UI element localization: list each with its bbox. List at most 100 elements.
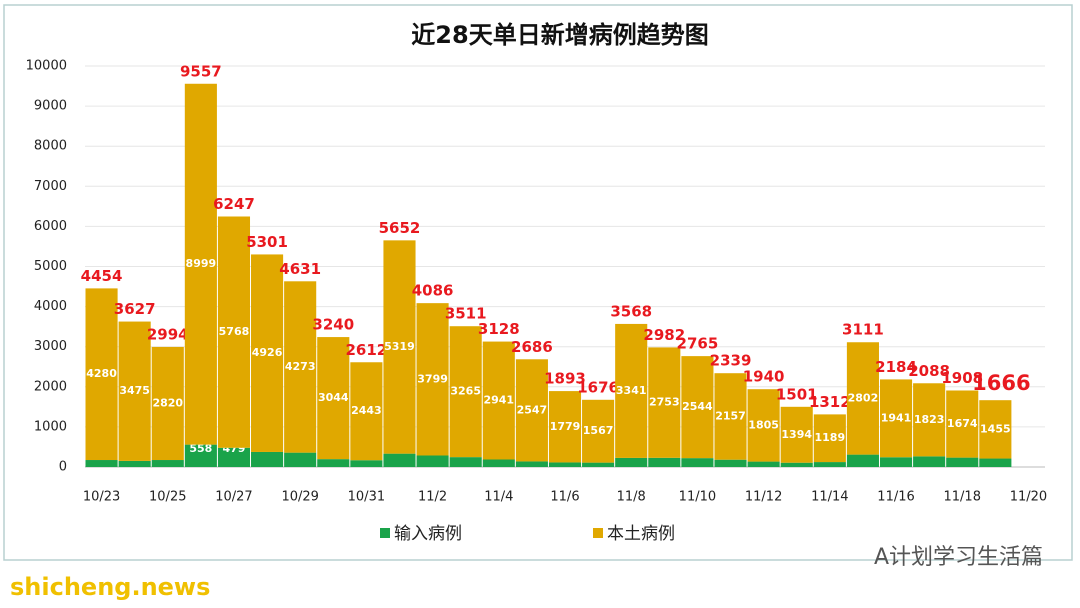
bar-segment xyxy=(747,461,780,467)
total-label: 3128 xyxy=(478,320,520,338)
bar-segment xyxy=(548,391,582,463)
x-tick-label: 10/27 xyxy=(215,490,252,505)
segment-label: 2544 xyxy=(682,400,713,413)
x-tick-label: 11/10 xyxy=(679,490,716,505)
bar-segment xyxy=(184,83,217,445)
y-tick-label: 7000 xyxy=(34,179,67,194)
bar-segment xyxy=(151,460,184,467)
bar-segment xyxy=(648,347,681,458)
total-label: 6247 xyxy=(213,195,255,213)
total-label: 9557 xyxy=(180,62,222,80)
x-tick-label: 11/8 xyxy=(617,490,646,505)
x-tick-label: 11/20 xyxy=(1010,490,1047,505)
segment-label: 1674 xyxy=(947,417,978,430)
bar-segment xyxy=(284,452,317,467)
bar-segment xyxy=(118,321,151,461)
bar-segment xyxy=(383,240,416,454)
segment-label: 5768 xyxy=(219,325,250,338)
y-tick-label: 4000 xyxy=(34,299,67,314)
bar-segment xyxy=(582,399,615,463)
bar-segment xyxy=(913,456,946,467)
bar-segment xyxy=(515,359,548,462)
y-tick-label: 3000 xyxy=(34,339,67,354)
total-label: 3240 xyxy=(312,316,354,334)
x-tick-label: 11/16 xyxy=(877,490,914,505)
segment-label: 4280 xyxy=(86,367,117,380)
total-label: 5652 xyxy=(379,219,421,237)
x-tick-label: 11/18 xyxy=(944,490,981,505)
total-label: 3111 xyxy=(842,321,884,339)
bar-segment xyxy=(780,406,813,463)
total-label: 2612 xyxy=(346,341,388,359)
bar-segment xyxy=(582,462,615,467)
segment-label: 1455 xyxy=(980,422,1011,435)
segment-label: 558 xyxy=(189,442,212,455)
x-tick-label: 10/31 xyxy=(348,490,385,505)
bar-segment xyxy=(979,458,1012,467)
bar-segment xyxy=(317,459,350,467)
bar-segment xyxy=(449,326,482,458)
bar-segment xyxy=(648,457,681,467)
segment-label: 2802 xyxy=(848,391,879,404)
total-label: 1312 xyxy=(809,393,851,411)
y-tick-label: 0 xyxy=(59,460,67,475)
bar-segment xyxy=(913,383,946,457)
total-label: 1676 xyxy=(577,378,619,396)
total-label: 1893 xyxy=(544,370,586,388)
total-label: 4086 xyxy=(412,282,454,300)
total-label: 3568 xyxy=(610,302,652,320)
x-tick-label: 11/6 xyxy=(550,490,579,505)
total-label: 4454 xyxy=(81,267,123,285)
bar-segment xyxy=(383,453,416,467)
bar-segment xyxy=(217,447,251,467)
x-tick-label: 10/23 xyxy=(83,490,120,505)
watermark: A计划学习生活篇 xyxy=(874,545,1043,570)
bar-segment xyxy=(350,460,383,467)
bar-segment xyxy=(251,451,284,467)
bar-segment xyxy=(548,462,582,467)
total-label: 2765 xyxy=(677,335,719,353)
bar-segment xyxy=(714,459,747,467)
chart-frame xyxy=(3,4,1073,561)
bar-segment xyxy=(846,454,879,467)
total-label: 1940 xyxy=(743,368,785,386)
bar-segment xyxy=(813,414,846,463)
x-tick-label: 11/2 xyxy=(418,490,447,505)
bar-segment xyxy=(416,455,449,467)
x-tick-label: 10/25 xyxy=(149,490,186,505)
bar-segment xyxy=(85,460,118,467)
bar-segment xyxy=(515,461,548,467)
y-tick-label: 9000 xyxy=(34,99,67,114)
segment-label: 1823 xyxy=(914,413,945,426)
legend-label: 本土病例 xyxy=(607,524,675,544)
total-label: 5301 xyxy=(246,233,288,251)
bar-segment xyxy=(714,373,747,460)
bar-segment xyxy=(615,323,648,458)
segment-label: 2443 xyxy=(351,404,382,417)
segment-label: 8999 xyxy=(186,257,217,270)
total-label: 1908 xyxy=(941,369,983,387)
segment-label: 2157 xyxy=(715,409,746,422)
bar-segment xyxy=(85,288,118,461)
bar-segment xyxy=(681,356,714,459)
total-label: 2339 xyxy=(710,352,752,370)
bar-segment xyxy=(151,346,184,461)
total-label: 4631 xyxy=(279,260,321,278)
bar-segment xyxy=(284,281,317,453)
total-label: 2184 xyxy=(875,358,917,376)
segment-label: 1567 xyxy=(583,424,614,437)
legend-swatch xyxy=(380,528,390,538)
bar-segment xyxy=(879,379,913,458)
segment-label: 1394 xyxy=(781,428,812,441)
bar-segment xyxy=(946,457,979,467)
y-tick-label: 5000 xyxy=(34,259,67,274)
segment-label: 1941 xyxy=(881,411,912,424)
bar-segment xyxy=(118,460,151,467)
bar-segment xyxy=(946,390,979,458)
segment-label: 2547 xyxy=(517,403,548,416)
bar-segment xyxy=(979,400,1012,459)
total-label: 2088 xyxy=(908,362,950,380)
y-tick-label: 1000 xyxy=(34,419,67,434)
bar-segment xyxy=(317,337,350,460)
bar-segment xyxy=(681,458,714,467)
